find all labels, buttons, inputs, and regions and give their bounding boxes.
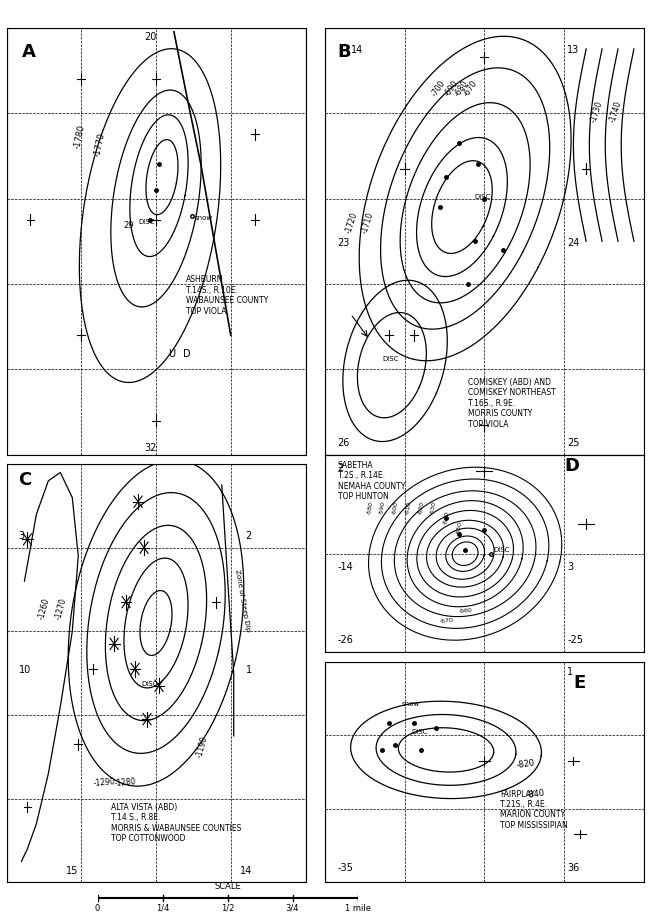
- Text: ASHBURN
T.14S., R.10E.
WABAUNSEE COUNTY
TOP VIOLA: ASHBURN T.14S., R.10E. WABAUNSEE COUNTY …: [186, 276, 268, 315]
- Text: -650: -650: [456, 520, 463, 535]
- Text: -690: -690: [443, 78, 460, 98]
- Text: -1770: -1770: [93, 132, 107, 158]
- Text: -610: -610: [404, 501, 412, 516]
- Text: DISC: DISC: [474, 194, 491, 199]
- Text: 3: 3: [567, 562, 573, 572]
- Text: 3: 3: [18, 531, 25, 541]
- Text: 1: 1: [567, 462, 573, 472]
- Text: DISC: DISC: [411, 730, 427, 735]
- Text: -1780: -1780: [72, 124, 86, 149]
- Text: Zone of Steep Dip: Zone of Steep Dip: [234, 569, 251, 632]
- Text: -820: -820: [516, 758, 536, 769]
- Text: -840: -840: [526, 789, 545, 800]
- Text: 1 mile: 1 mile: [344, 904, 370, 913]
- Text: 32: 32: [144, 443, 156, 453]
- Text: 1: 1: [567, 667, 573, 677]
- Text: -580: -580: [367, 501, 374, 516]
- Text: 1/2: 1/2: [221, 904, 234, 913]
- Text: 26: 26: [338, 438, 350, 448]
- Text: -26: -26: [338, 635, 354, 644]
- Text: -670: -670: [439, 618, 454, 624]
- Text: -1270: -1270: [55, 597, 69, 621]
- Text: -1730: -1730: [590, 100, 605, 123]
- Text: DISC: DISC: [138, 219, 155, 225]
- Text: 29: 29: [123, 221, 134, 231]
- Text: snow: snow: [195, 215, 213, 221]
- Text: 1/4: 1/4: [156, 904, 169, 913]
- Text: 14: 14: [240, 866, 252, 876]
- Text: 2: 2: [338, 462, 344, 472]
- Text: DISC: DISC: [141, 681, 157, 686]
- Text: 20: 20: [144, 32, 156, 42]
- Text: -1290: -1290: [93, 777, 116, 789]
- Text: -670: -670: [462, 78, 479, 98]
- Text: -1260: -1260: [36, 597, 51, 621]
- Text: D: D: [564, 457, 579, 475]
- Text: -14: -14: [338, 562, 354, 572]
- Text: FAIRPLAY
T.21S., R.4E.
MARION COUNTY
TOP MISSISSIPIAN: FAIRPLAY T.21S., R.4E. MARION COUNTY TOP…: [500, 789, 568, 830]
- Text: B: B: [338, 43, 352, 62]
- Text: -1280: -1280: [114, 777, 136, 789]
- Text: 24: 24: [567, 237, 579, 247]
- Text: 13: 13: [567, 45, 579, 55]
- Text: 2: 2: [246, 531, 252, 541]
- Text: DISC: DISC: [494, 547, 510, 552]
- Text: -1720: -1720: [344, 211, 359, 234]
- Text: -700: -700: [430, 78, 447, 98]
- Text: 23: 23: [338, 237, 350, 247]
- Text: COMISKEY (ABD) AND
COMISKEY NORTHEAST
T.16S., R.9E.
MORRIS COUNTY
TOP VIOLA: COMISKEY (ABD) AND COMISKEY NORTHEAST T.…: [468, 378, 556, 428]
- Text: -590: -590: [379, 501, 387, 516]
- Text: DISC: DISC: [382, 356, 398, 362]
- Text: 3/4: 3/4: [286, 904, 299, 913]
- Text: 0: 0: [95, 904, 100, 913]
- Text: -1710: -1710: [360, 211, 376, 234]
- Text: C: C: [18, 471, 32, 489]
- Text: -600: -600: [392, 501, 399, 516]
- Text: 36: 36: [567, 863, 579, 873]
- Text: -630: -630: [430, 501, 437, 516]
- Text: -25: -25: [567, 635, 583, 644]
- Text: snow: snow: [402, 701, 419, 707]
- Text: -1190: -1190: [195, 735, 209, 759]
- Text: -680: -680: [452, 79, 470, 98]
- Text: 10: 10: [18, 665, 31, 675]
- Text: 14: 14: [350, 45, 363, 55]
- Text: 1: 1: [246, 665, 252, 675]
- Text: -620: -620: [417, 501, 424, 516]
- Text: SCALE: SCALE: [214, 882, 241, 891]
- Text: -660: -660: [459, 607, 473, 614]
- Text: -640: -640: [443, 510, 450, 525]
- Text: D: D: [183, 348, 190, 358]
- Text: SABETHA
T.2S., R.14E.
NEMAHA COUNTY
TOP HUNTON: SABETHA T.2S., R.14E. NEMAHA COUNTY TOP …: [338, 460, 405, 501]
- Text: -1740: -1740: [608, 100, 624, 123]
- Text: A: A: [21, 43, 35, 62]
- Text: E: E: [573, 675, 586, 692]
- Text: -35: -35: [338, 863, 354, 873]
- Text: 25: 25: [567, 438, 580, 448]
- Text: 15: 15: [66, 866, 79, 876]
- Text: U: U: [168, 348, 175, 358]
- Text: ALTA VISTA (ABD)
T.14 S., R.8E.
MORRIS & WABAUNSEE COUNTIES
TOP COTTONWOOD: ALTA VISTA (ABD) T.14 S., R.8E. MORRIS &…: [111, 803, 242, 843]
